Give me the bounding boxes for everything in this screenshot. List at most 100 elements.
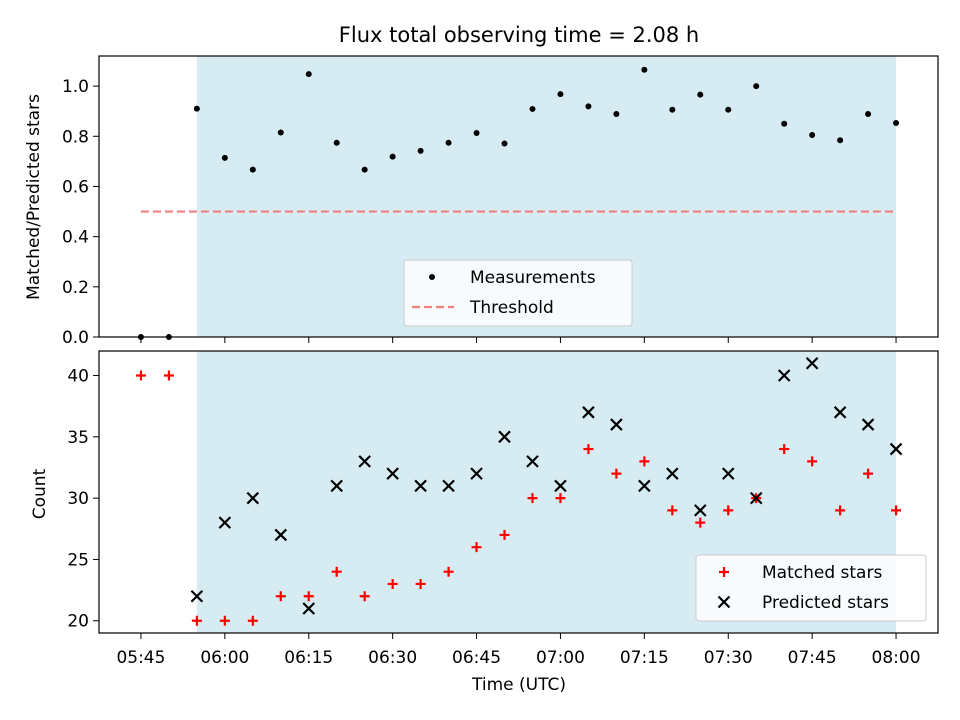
count-panel: 20 25 30 35 40 05:45 06:00 06:15 06:30 06:45 07:00… — [67, 350, 939, 668]
data-point — [191, 615, 202, 626]
data-point — [721, 467, 735, 480]
data-point — [221, 154, 228, 161]
data-point — [389, 153, 396, 160]
data-point — [526, 455, 539, 468]
data-point — [527, 493, 538, 504]
data-point — [361, 166, 368, 173]
data-point — [781, 120, 788, 127]
data-point — [585, 103, 592, 110]
data-point — [582, 406, 595, 419]
data-point — [697, 91, 704, 98]
data-point — [417, 147, 424, 154]
data-point — [193, 105, 200, 112]
data-point — [445, 139, 452, 146]
data-point — [835, 505, 846, 516]
bottom-y-axis-label: Count — [30, 468, 50, 519]
legend-swatch — [429, 274, 435, 280]
y-tick-label: 0.6 — [62, 177, 89, 197]
x-tick-label: 07:45 — [788, 648, 837, 668]
legend: Measurements Threshold — [403, 259, 633, 327]
data-point — [837, 137, 844, 144]
data-point — [303, 591, 314, 602]
data-point — [893, 119, 900, 126]
data-point — [218, 516, 232, 529]
data-point — [695, 517, 706, 528]
top-y-axis-label: Matched/Predicted stars — [24, 94, 44, 300]
data-point — [779, 444, 790, 455]
data-point — [471, 542, 482, 553]
data-point — [666, 467, 679, 480]
data-point — [639, 456, 650, 467]
legend-swatch — [717, 595, 731, 609]
y-tick-label: 20 — [67, 612, 89, 632]
series-predicted-stars — [190, 356, 903, 615]
data-point — [473, 130, 480, 137]
data-point — [833, 406, 847, 419]
x-tick-label: 07:30 — [704, 648, 753, 668]
data-point — [302, 602, 316, 615]
data-point — [777, 369, 791, 382]
y-tick-label: 0.4 — [62, 228, 89, 248]
x-tick-label: 06:15 — [284, 648, 333, 668]
data-point — [470, 467, 483, 480]
x-tick-label: 06:30 — [368, 648, 417, 668]
data-point — [641, 66, 648, 73]
data-point — [557, 91, 564, 98]
series-measurements — [137, 66, 900, 340]
data-point — [247, 615, 258, 626]
x-tick-label: 06:00 — [200, 648, 249, 668]
y-tick-label: 30 — [67, 489, 89, 509]
data-point — [613, 110, 620, 117]
data-point — [809, 132, 816, 139]
data-point — [863, 468, 874, 479]
plot-frame — [98, 350, 939, 634]
data-point — [359, 591, 370, 602]
legend-label: Matched stars — [762, 563, 882, 583]
chart-title: Flux total observing time = 2.08 h — [339, 23, 699, 47]
data-point — [414, 479, 427, 493]
data-point — [861, 418, 875, 431]
data-point — [443, 566, 454, 577]
y-tick-label: 40 — [67, 367, 89, 387]
y-tick-label: 25 — [67, 550, 89, 570]
data-point — [498, 430, 511, 444]
data-point — [529, 105, 536, 112]
ratio-panel: 0.0 0.2 0.4 0.6 0.8 1.0 Measurements Threshold — [62, 55, 939, 348]
data-point — [499, 529, 510, 540]
legend-label: Predicted stars — [762, 593, 889, 613]
plot-frame — [98, 55, 939, 338]
data-point — [415, 578, 426, 589]
data-point — [555, 493, 566, 504]
data-point — [190, 589, 204, 603]
x-axis-label: Time (UTC) — [471, 675, 566, 695]
y-tick-label: 35 — [67, 428, 89, 448]
data-point — [333, 139, 340, 146]
legend-box — [403, 259, 633, 327]
data-point — [249, 166, 256, 173]
data-point — [387, 578, 398, 589]
data-point — [865, 110, 872, 117]
data-point — [805, 356, 819, 370]
data-point — [275, 591, 286, 602]
data-point — [277, 129, 284, 136]
data-point — [305, 71, 312, 78]
x-tick-label: 05:45 — [116, 648, 165, 668]
data-point — [163, 370, 174, 381]
data-point — [638, 479, 651, 493]
data-point — [694, 504, 707, 517]
series-matched-stars — [135, 370, 902, 626]
data-point — [246, 491, 260, 505]
data-point — [611, 468, 622, 479]
legend-box — [695, 554, 927, 622]
x-tick-label: 07:00 — [536, 648, 585, 668]
data-point — [330, 479, 343, 493]
y-tick-label: 0.2 — [62, 278, 89, 298]
data-point — [219, 615, 230, 626]
data-point — [753, 83, 760, 90]
data-point — [583, 444, 594, 455]
data-point — [749, 491, 763, 505]
data-point — [135, 370, 146, 381]
y-tick-label: 0.0 — [62, 328, 89, 348]
data-point — [667, 505, 678, 516]
